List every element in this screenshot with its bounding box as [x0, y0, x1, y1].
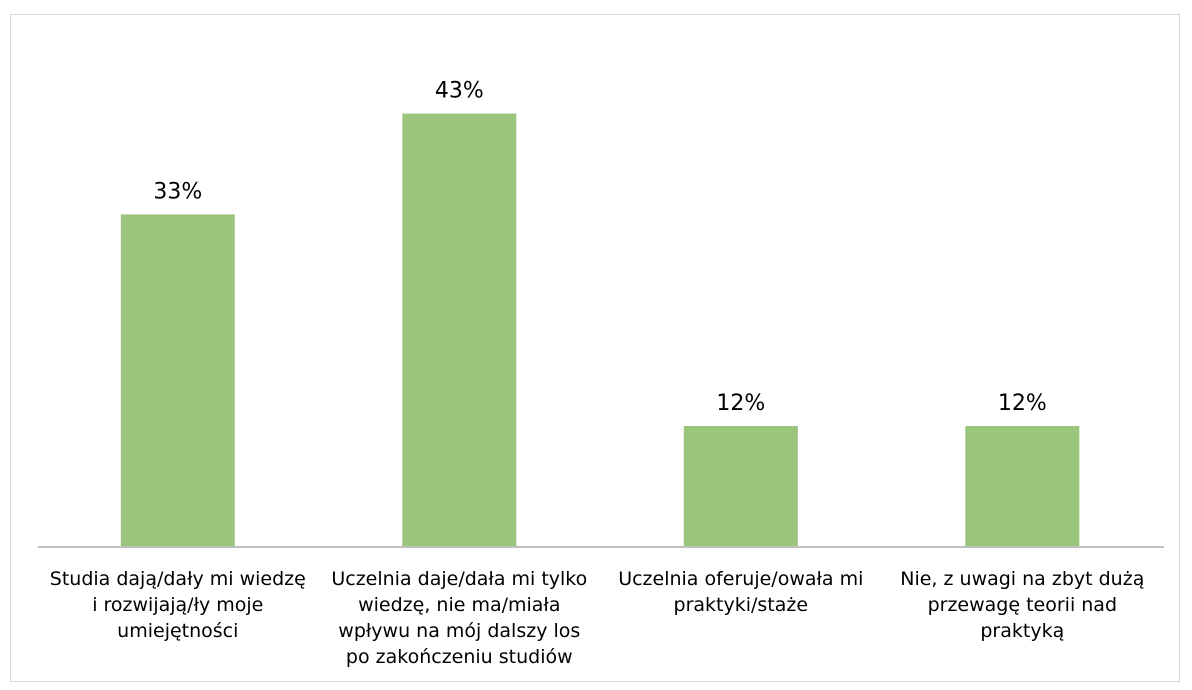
bars-layer	[120, 113, 1080, 547]
bar-4	[965, 426, 1080, 547]
data-label-1: 33%	[153, 179, 202, 204]
data-label-3: 12%	[716, 391, 765, 416]
category-label-2: Uczelnia daje/dała mi tylko wiedzę, nie …	[331, 568, 588, 668]
bar-2	[402, 113, 517, 547]
bar-1	[120, 214, 235, 547]
category-label-1: Studia dają/dały mi wiedzę i rozwijają/ł…	[49, 568, 306, 642]
data-label-2: 43%	[435, 79, 484, 104]
data-labels-layer: 33% 43% 12% 12%	[153, 79, 1046, 416]
category-label-3: Uczelnia oferuje/owała mi praktyki/staże	[618, 568, 864, 616]
category-label-4: Nie, z uwagi na zbyt dużą przewagę teori…	[900, 568, 1145, 642]
bar-3	[683, 426, 798, 547]
data-label-4: 12%	[998, 391, 1047, 416]
